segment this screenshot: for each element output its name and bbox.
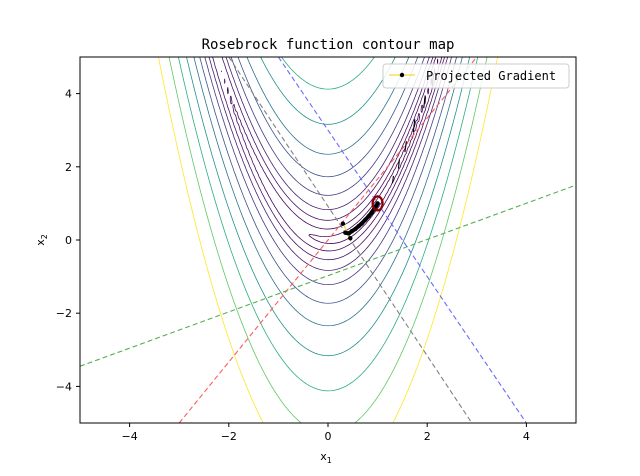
y-tick-label-4: 4 (65, 88, 72, 101)
contour-level-70 (208, 57, 449, 271)
y-tick-label-0: 0 (65, 234, 72, 247)
path-point-3 (343, 230, 348, 235)
y-axis-ticks: −4 −2 0 2 4 (56, 88, 80, 393)
path-point-7 (356, 223, 361, 229)
path-point-9 (363, 217, 368, 223)
x-tick-label-0: 0 (325, 430, 332, 443)
contour-level-10 (221, 57, 443, 252)
contour-level-300 (199, 57, 458, 304)
x-tick-label-2: 2 (424, 430, 431, 443)
reference-line-1 (277, 57, 527, 423)
path-point-14 (375, 201, 380, 206)
trail-segment-3 (404, 141, 407, 153)
y-tick-label-2: 2 (65, 161, 72, 174)
legend: Projected Gradient (382, 63, 570, 89)
reference-line-4 (80, 184, 576, 367)
contour-level-150 (204, 57, 452, 286)
minimum-marker (371, 195, 384, 212)
y-axis-label-subscript: 2 (40, 234, 49, 239)
y-tick-label--4: −4 (56, 380, 72, 393)
reference-line-3 (178, 57, 478, 423)
path-point-6 (353, 226, 358, 232)
x-axis-label: x1 (320, 450, 332, 465)
legend-box (382, 63, 570, 89)
trail-segment-4 (412, 119, 416, 133)
x-tick-label--4: −4 (121, 430, 137, 443)
contour-level-550 (193, 57, 463, 327)
path-point-8 (359, 221, 364, 226)
minimum-marker-layer (371, 195, 384, 212)
x-axis-ticks: −4 −2 0 2 4 (121, 423, 530, 443)
y-axis-label-main: x (34, 239, 47, 246)
y-tick-label--2: −2 (56, 307, 72, 320)
contour-level-1000 (186, 57, 471, 357)
x-axis-label-main: x (320, 450, 327, 463)
trail-segment-1 (391, 175, 395, 184)
trail-segment-2 (397, 159, 400, 169)
contour-lines (157, 57, 499, 423)
path-point-2 (348, 235, 353, 241)
x-tick-label-4: 4 (523, 430, 530, 443)
path-point-10 (366, 214, 371, 219)
path-point-11 (369, 210, 374, 215)
chart-title: Rosebrock function contour map (202, 37, 455, 53)
x-tick-label--2: −2 (221, 430, 237, 443)
path-point-1 (340, 221, 346, 226)
y-axis-label: x2 (34, 234, 49, 246)
contour-level-1700 (177, 57, 479, 392)
legend-swatch-marker (399, 72, 405, 78)
legend-label: Projected Gradient (426, 69, 556, 83)
x-axis-label-subscript: 1 (327, 456, 332, 465)
trail-segment-5 (423, 95, 426, 109)
path-point-5 (349, 229, 355, 234)
